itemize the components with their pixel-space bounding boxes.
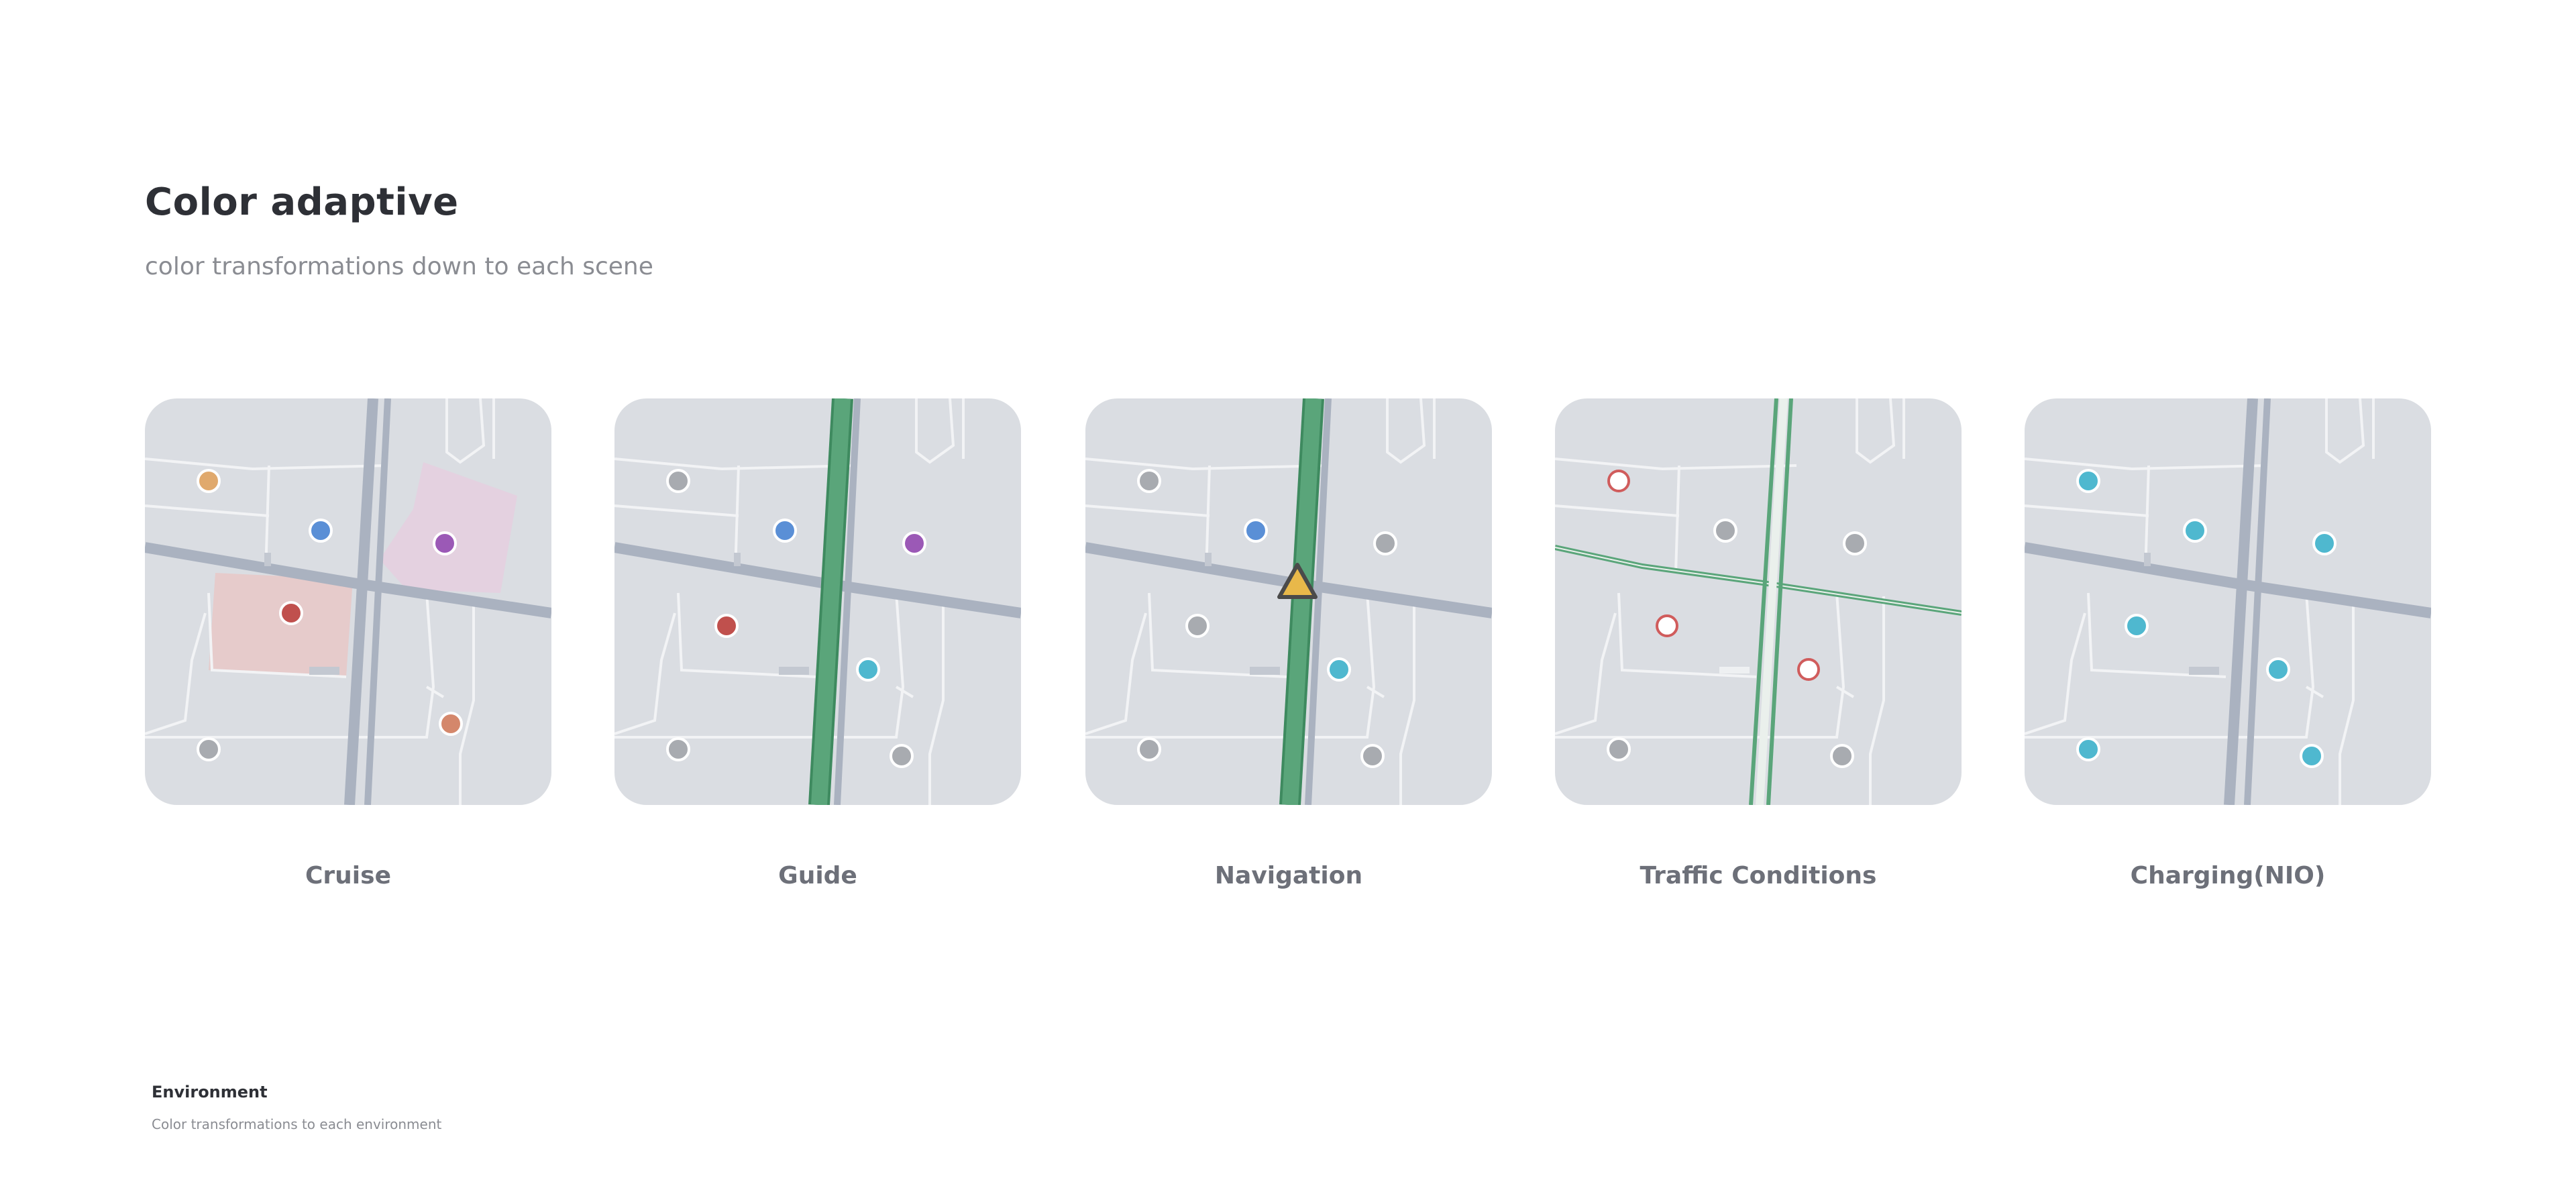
poi-marker (1713, 519, 1737, 543)
poi-marker (1137, 469, 1161, 493)
environment-description: Color transformations to each environmen… (152, 1116, 442, 1132)
poi-marker (309, 519, 333, 543)
charging-station-marker (2183, 519, 2207, 543)
route-highlight (1279, 398, 1324, 805)
poi-marker (1137, 737, 1161, 761)
poi-marker (1244, 519, 1268, 543)
map-thumbnail-navigation (1085, 398, 1492, 805)
traffic-lines (1555, 398, 1962, 805)
minor-streets (1085, 398, 1436, 805)
scene-label: Charging(NIO) (2130, 862, 2326, 889)
map-thumbnail-charging (2025, 398, 2431, 805)
charging-station-marker (2076, 469, 2100, 493)
poi-marker (1185, 614, 1210, 638)
scene-label: Traffic Conditions (1640, 862, 1877, 889)
main-roads (145, 398, 551, 805)
poi-marker (1327, 657, 1351, 682)
poi-marker (666, 469, 690, 493)
map-guide-graphic (614, 398, 1021, 805)
minor-streets (2025, 398, 2375, 805)
incident-marker (1656, 614, 1678, 637)
poi-markers (1607, 470, 1867, 768)
minor-streets (614, 398, 965, 805)
poi-marker (197, 469, 221, 493)
page-title: Color adaptive (145, 180, 459, 224)
map-charging-graphic (2025, 398, 2431, 805)
main-roads (2025, 398, 2431, 805)
scene-card-charging: Charging(NIO) (2025, 398, 2431, 908)
poi-marker (433, 531, 457, 555)
charging-station-marker (2266, 657, 2290, 682)
map-traffic-graphic (1555, 398, 1962, 805)
map-thumbnail-traffic-conditions (1555, 398, 1962, 805)
poi-marker (1373, 531, 1397, 555)
poi-marker (197, 737, 221, 761)
poi-marker (902, 531, 926, 555)
scene-card-cruise: Cruise (145, 398, 551, 908)
poi-marker (279, 601, 303, 625)
poi-marker (714, 614, 739, 638)
map-thumbnail-guide (614, 398, 1021, 805)
map-thumbnail-cruise (145, 398, 551, 805)
charging-station-marker (2312, 531, 2337, 555)
poi-marker (1607, 737, 1631, 761)
poi-marker (1843, 531, 1867, 555)
poi-marker (666, 737, 690, 761)
scene-label: Cruise (305, 862, 391, 889)
highlight-zone-purple (380, 462, 517, 593)
environment-heading: Environment (152, 1083, 268, 1101)
poi-marker (890, 744, 914, 768)
poi-marker (1360, 744, 1385, 768)
route-highlight (808, 398, 853, 805)
poi-marker (773, 519, 797, 543)
scene-card-guide: Guide (614, 398, 1021, 908)
scene-cards: Cruise (145, 398, 2431, 908)
poi-marker (1830, 744, 1854, 768)
poi-marker (439, 712, 463, 736)
vehicle-marker-icon (1277, 563, 1318, 599)
scene-card-navigation: Navigation (1085, 398, 1492, 908)
minor-streets (1555, 398, 1905, 805)
incident-marker (1607, 470, 1630, 492)
minor-streets (145, 398, 495, 805)
incident-marker (1797, 658, 1820, 681)
map-navigation-graphic (1085, 398, 1492, 805)
scene-label: Guide (778, 862, 857, 889)
charging-station-marker (2300, 744, 2324, 768)
charging-station-marker (2125, 614, 2149, 638)
page-subtitle: color transformations down to each scene (145, 253, 653, 280)
poi-markers (1137, 469, 1397, 768)
scene-label: Navigation (1214, 862, 1363, 889)
map-cruise-graphic (145, 398, 551, 805)
charging-markers (2076, 469, 2337, 768)
scene-card-traffic-conditions: Traffic Conditions (1555, 398, 1962, 908)
highlight-zone-red (209, 573, 353, 677)
poi-marker (856, 657, 880, 682)
charging-station-marker (2076, 737, 2100, 761)
